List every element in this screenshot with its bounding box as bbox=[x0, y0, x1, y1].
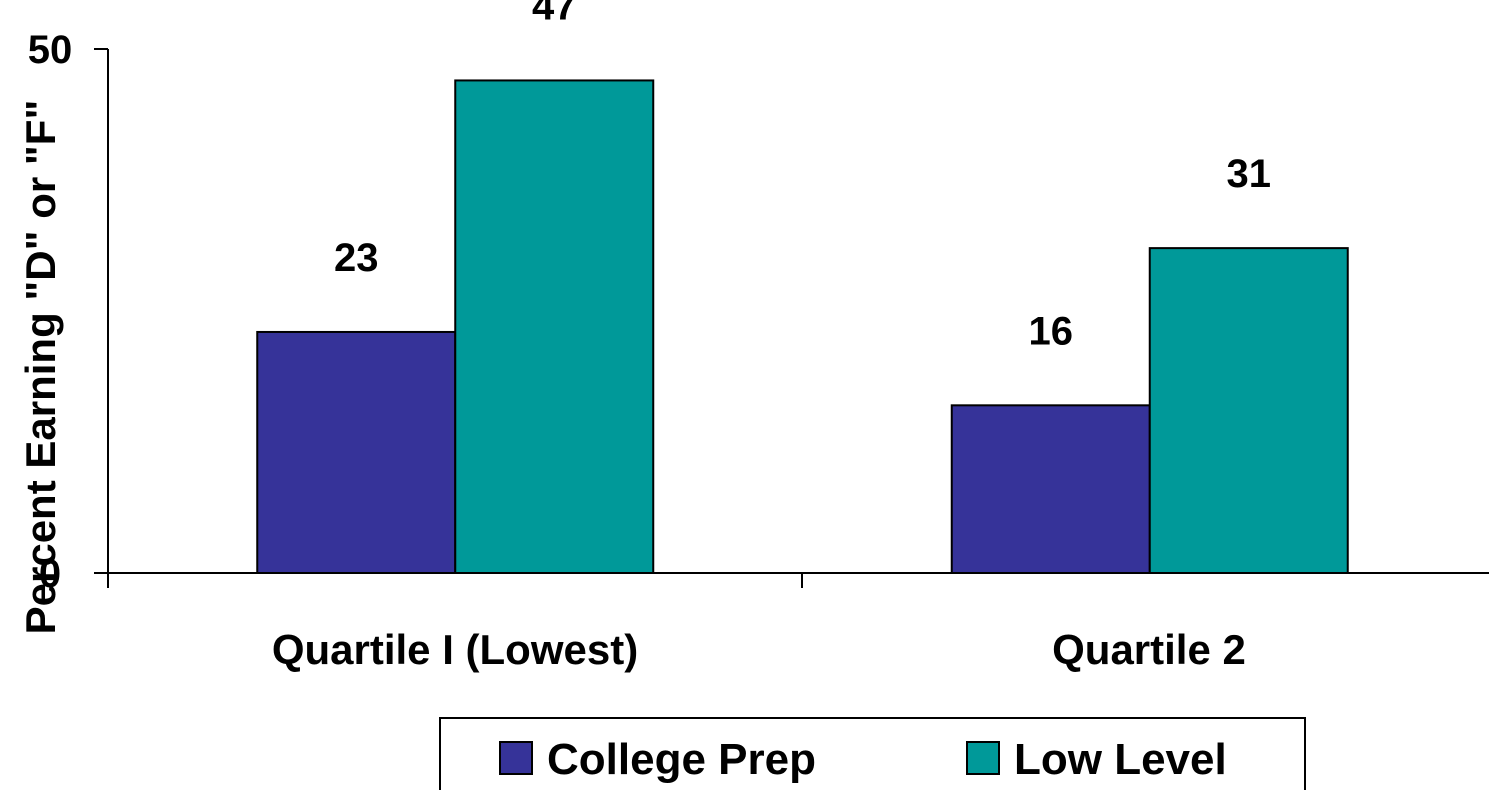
y-axis-title: Percent Earning "D" or "F" bbox=[17, 100, 64, 635]
legend-label-low-level: Low Level bbox=[1014, 735, 1227, 784]
legend-swatch-low-level bbox=[966, 741, 1000, 775]
bar-college-prep bbox=[256, 330, 457, 574]
legend-swatch-college-prep bbox=[499, 741, 533, 775]
data-labels-group: 23 47 16 31 bbox=[334, 0, 1271, 353]
y-tick-label-max: 50 bbox=[28, 28, 73, 72]
bar-low-level bbox=[1148, 247, 1349, 574]
legend-box bbox=[439, 717, 1306, 790]
legend: College Prep Low Level bbox=[439, 717, 1306, 790]
y-axis: 50 0 Percent Earning "D" or "F" bbox=[17, 28, 109, 635]
x-category-label: Quartile 2 bbox=[1052, 626, 1246, 673]
x-axis: Quartile I (Lowest) Quartile 2 bbox=[94, 572, 1489, 673]
legend-label-college-prep: College Prep bbox=[547, 735, 816, 784]
bar-value-label: 16 bbox=[1029, 309, 1074, 353]
bars-group bbox=[256, 79, 1349, 574]
bar-value-label: 31 bbox=[1227, 152, 1272, 196]
bar-value-label: 23 bbox=[334, 236, 379, 280]
x-category-label: Quartile I (Lowest) bbox=[272, 626, 638, 673]
bar-low-level bbox=[454, 79, 655, 574]
bar-college-prep bbox=[950, 404, 1151, 574]
y-tick-label-min: 0 bbox=[39, 552, 61, 596]
bar-value-label: 47 bbox=[532, 0, 577, 28]
